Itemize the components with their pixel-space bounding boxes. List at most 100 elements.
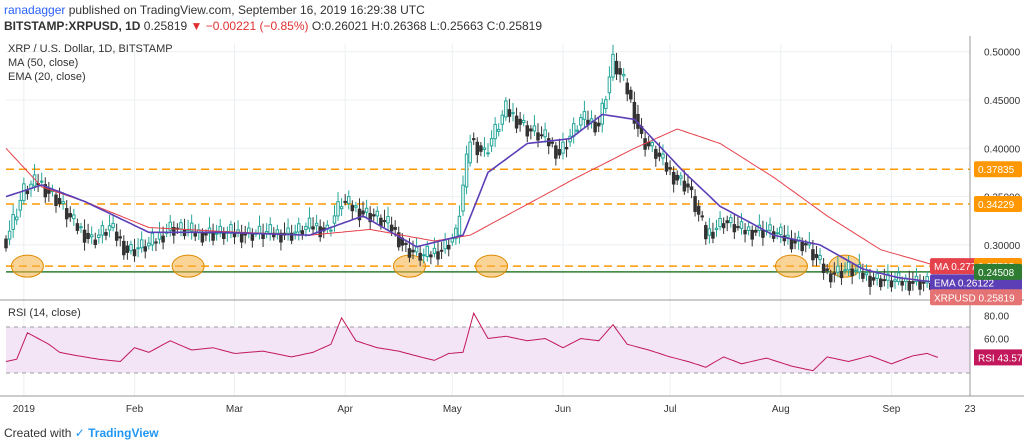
chart-header: ranadagger published on TradingView.com,… bbox=[0, 0, 1024, 36]
candle-body bbox=[11, 214, 15, 230]
candle-body bbox=[136, 247, 140, 250]
candle-body bbox=[286, 227, 290, 234]
candle-body bbox=[561, 141, 565, 154]
candle-body bbox=[379, 217, 383, 227]
candle-body bbox=[111, 222, 115, 228]
candle-body bbox=[775, 232, 779, 235]
support-tag-text: 0.24508 bbox=[978, 268, 1015, 279]
candle-body bbox=[489, 138, 494, 147]
candle-body bbox=[496, 128, 501, 132]
candle-body bbox=[804, 243, 808, 246]
candle-body bbox=[189, 222, 194, 232]
candle-body bbox=[629, 89, 633, 100]
candle-body bbox=[350, 204, 355, 212]
candle-body bbox=[464, 153, 469, 188]
candle-body bbox=[311, 226, 315, 230]
candle-body bbox=[868, 275, 872, 287]
support-tag bbox=[974, 263, 1022, 280]
candle-body bbox=[86, 232, 90, 240]
candle-body bbox=[518, 118, 522, 125]
candle-body bbox=[871, 277, 876, 281]
candle-body bbox=[147, 242, 151, 247]
candle-body bbox=[493, 123, 497, 140]
candle-body bbox=[43, 184, 48, 198]
candle-body bbox=[632, 101, 637, 124]
candle-body bbox=[689, 186, 694, 191]
candle-body bbox=[454, 227, 458, 240]
candle-body bbox=[836, 265, 840, 273]
candle-body bbox=[204, 232, 208, 236]
created-with-text: Created with bbox=[4, 426, 72, 440]
candle-body bbox=[693, 196, 697, 212]
candle-body bbox=[432, 247, 437, 254]
candle-body bbox=[79, 226, 83, 229]
candle-body bbox=[104, 232, 108, 236]
candle-body bbox=[371, 214, 376, 217]
chart-title: XRP / U.S. Dollar, 1D, BITSTAMP bbox=[8, 43, 173, 55]
candle-body bbox=[157, 232, 162, 240]
candle-body bbox=[739, 221, 744, 229]
candle-body bbox=[89, 234, 94, 238]
footer: Created with ✓ TradingView bbox=[4, 426, 159, 440]
price-tags: MA 0.27797 EMA 0.26122 XRPUSD 0.25819 0.378… bbox=[930, 161, 1022, 306]
candle-body bbox=[729, 217, 733, 224]
candle-body bbox=[750, 229, 754, 240]
candle-body bbox=[39, 180, 44, 183]
candle-body bbox=[100, 225, 105, 236]
candle-body bbox=[75, 223, 80, 231]
candle-body bbox=[918, 281, 922, 290]
candle-body bbox=[200, 232, 205, 243]
candle-body bbox=[921, 281, 926, 284]
time-tick-label: 2019 bbox=[13, 404, 36, 415]
candle-body bbox=[743, 229, 747, 235]
candle-body bbox=[650, 142, 654, 147]
candle-body bbox=[736, 226, 740, 229]
author-link[interactable]: ranadagger bbox=[4, 3, 66, 17]
candle-body bbox=[625, 82, 629, 95]
rsi-tick-label: 80.00 bbox=[984, 312, 1009, 323]
candle-body bbox=[875, 273, 879, 279]
candle-body bbox=[382, 220, 387, 223]
candle-body bbox=[604, 99, 608, 109]
candle-body bbox=[314, 222, 319, 227]
candle-body bbox=[293, 231, 297, 234]
candle-body bbox=[768, 224, 772, 231]
candle-body bbox=[911, 281, 915, 284]
candle-body bbox=[222, 232, 226, 240]
candle-body bbox=[664, 162, 669, 172]
candle-body bbox=[704, 225, 708, 240]
candle-body bbox=[168, 221, 172, 231]
price-tick-label: 0.45000 bbox=[984, 96, 1021, 107]
brand-name[interactable]: TradingView bbox=[88, 426, 159, 440]
time-tick-label: Aug bbox=[772, 404, 790, 415]
level-tag bbox=[974, 161, 1022, 178]
price-tag bbox=[930, 289, 1022, 306]
candle-body bbox=[886, 273, 890, 281]
price-chart[interactable]: RSI 43.57 0.500000.450000.400000.350000.… bbox=[0, 36, 1024, 426]
candle-body bbox=[150, 232, 155, 246]
candle-body bbox=[614, 60, 619, 75]
candle-body bbox=[354, 205, 358, 208]
candle-body bbox=[361, 210, 365, 215]
time-tick-label: May bbox=[443, 404, 462, 415]
candle-body bbox=[500, 114, 505, 125]
candle-body bbox=[486, 152, 490, 155]
candle-body bbox=[289, 232, 294, 241]
candle-body bbox=[818, 255, 822, 260]
candle-body bbox=[514, 115, 519, 129]
candle-body bbox=[436, 251, 440, 260]
candle-body bbox=[257, 225, 262, 234]
candle-body bbox=[611, 53, 615, 78]
candle-body bbox=[839, 270, 844, 279]
candle-body bbox=[589, 118, 594, 122]
level-tag bbox=[974, 196, 1022, 213]
candle-body bbox=[671, 171, 676, 185]
ohlc-values: O:0.26021 H:0.26368 L:0.25663 C:0.25819 bbox=[311, 19, 543, 33]
candle-body bbox=[554, 145, 558, 159]
candle-body bbox=[172, 226, 176, 236]
candle-body bbox=[14, 216, 19, 221]
candle-body bbox=[347, 196, 351, 204]
candle-body bbox=[507, 109, 512, 117]
price-tag-text: EMA 0.26122 bbox=[934, 278, 994, 289]
candle-body bbox=[853, 269, 858, 272]
